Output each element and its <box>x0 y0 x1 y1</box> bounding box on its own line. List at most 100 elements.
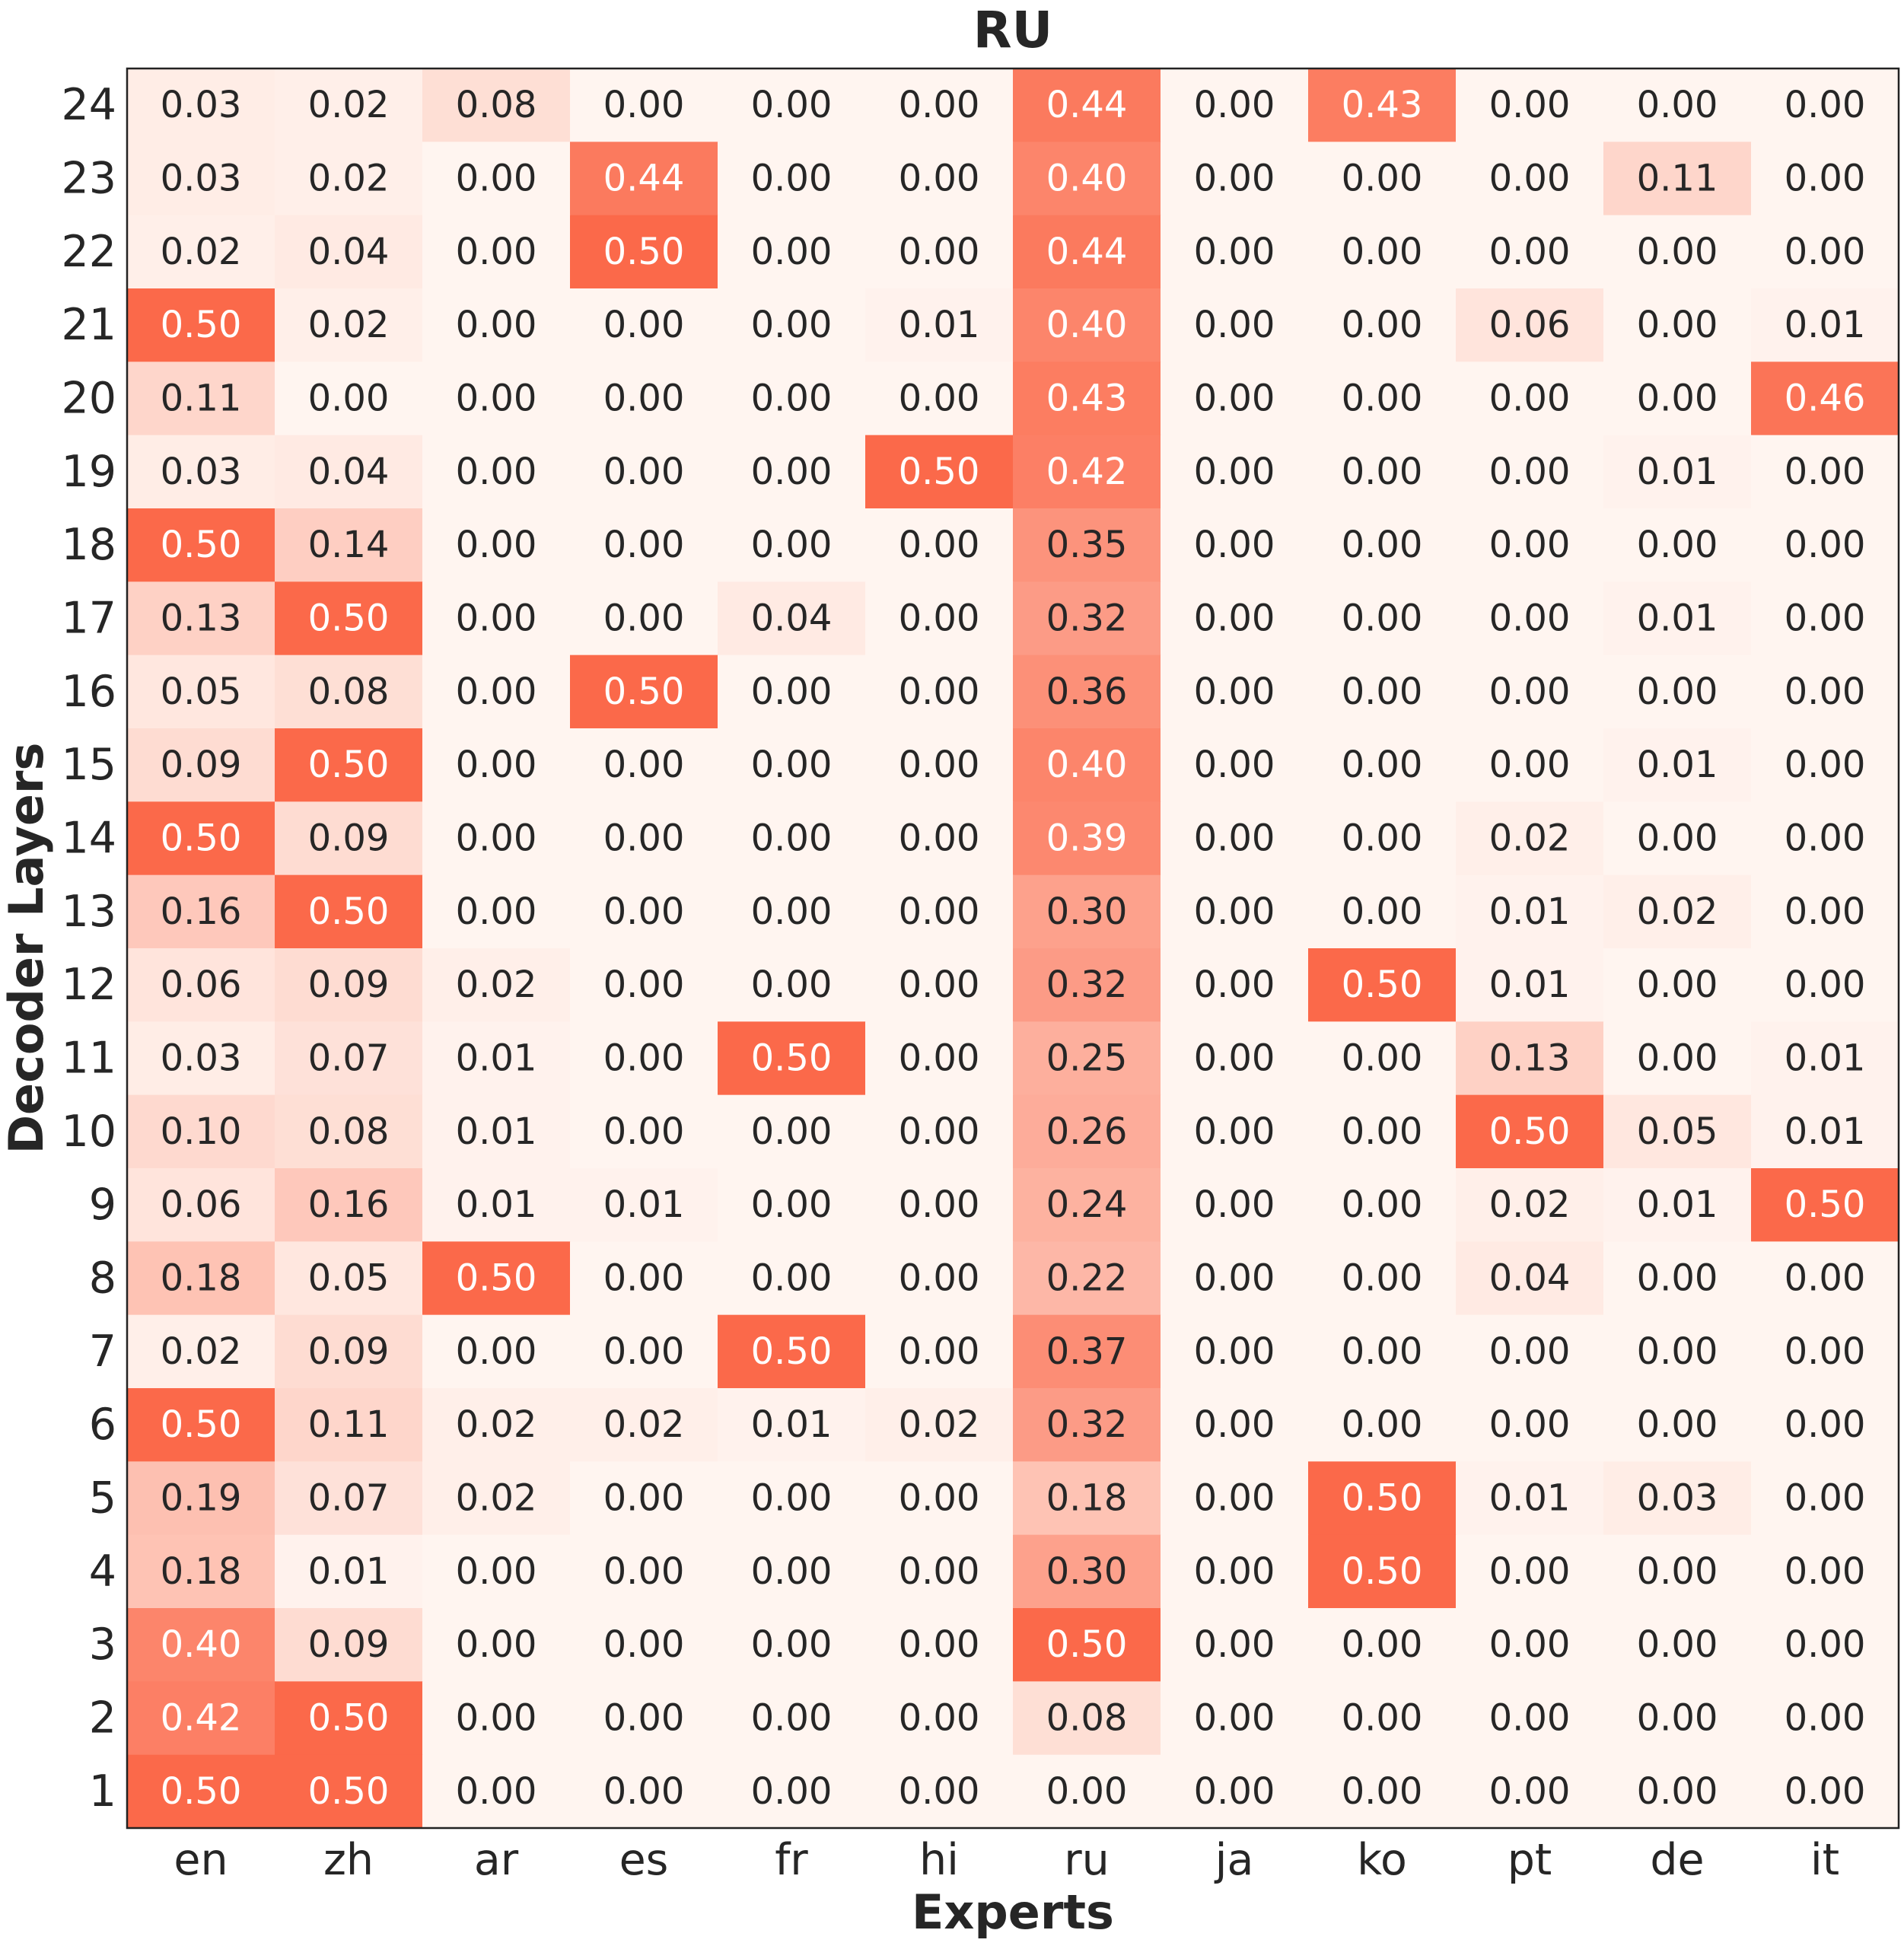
heatmap-cell-label: 0.01 <box>899 304 980 346</box>
y-tick-label-10: 10 <box>61 1107 116 1157</box>
heatmap-cell-14-ko <box>1308 801 1457 876</box>
heatmap-cell-18-ko <box>1308 508 1457 582</box>
heatmap-cell-2-ja <box>1161 1681 1309 1756</box>
heatmap-cell-label: 0.00 <box>899 817 980 860</box>
heatmap-cell-6-zh <box>275 1388 423 1462</box>
heatmap-cell-label: 0.50 <box>161 304 242 346</box>
heatmap-cell-label: 0.05 <box>308 1257 390 1300</box>
heatmap-cell-label: 0.36 <box>1046 670 1128 713</box>
heatmap-cell-label: 0.00 <box>1637 377 1718 420</box>
y-tick-label-21: 21 <box>61 300 116 350</box>
heatmap-cell-19-it <box>1751 435 1899 509</box>
heatmap-cell-label: 0.00 <box>603 1110 685 1153</box>
heatmap-cell-label: 0.00 <box>456 1770 537 1813</box>
heatmap-cell-label: 0.00 <box>603 963 685 1006</box>
heatmap-cell-label: 0.00 <box>603 377 685 420</box>
heatmap-cell-12-de <box>1603 948 1752 1022</box>
heatmap-cell-label: 0.02 <box>308 158 390 200</box>
heatmap-cell-5-ru <box>1013 1461 1161 1536</box>
heatmap-cell-label: 0.00 <box>899 1697 980 1740</box>
heatmap-cell-label: 0.00 <box>456 377 537 420</box>
heatmap-cell-23-ko <box>1308 142 1457 216</box>
heatmap-cell-label: 0.50 <box>1342 963 1423 1006</box>
heatmap-cell-15-de <box>1603 728 1752 802</box>
heatmap-cell-20-en <box>127 361 275 436</box>
heatmap-cell-label: 0.00 <box>751 158 833 200</box>
y-tick-label-24: 24 <box>61 80 116 130</box>
heatmap-cell-label: 0.02 <box>1637 890 1718 933</box>
heatmap-cell-label: 0.00 <box>1637 1257 1718 1300</box>
heatmap-cell-17-pt <box>1456 581 1604 656</box>
heatmap-cell-23-it <box>1751 142 1899 216</box>
heatmap-cell-20-ar <box>422 361 571 436</box>
heatmap-cell-label: 0.00 <box>751 231 833 273</box>
heatmap-cell-16-zh <box>275 655 423 729</box>
heatmap-cell-2-pt <box>1456 1681 1604 1756</box>
heatmap-cell-label: 0.00 <box>603 1037 685 1080</box>
heatmap-cell-label: 0.00 <box>1342 1110 1423 1153</box>
heatmap-cell-13-fr <box>718 874 866 949</box>
heatmap-cell-label: 0.50 <box>603 231 685 273</box>
heatmap-cell-label: 0.40 <box>1046 744 1128 786</box>
heatmap-cell-label: 0.00 <box>1194 1550 1275 1593</box>
heatmap-cell-label: 0.00 <box>1637 231 1718 273</box>
heatmap-cell-13-it <box>1751 874 1899 949</box>
heatmap-cell-2-ar <box>422 1681 571 1756</box>
heatmap-cell-22-es <box>570 215 718 289</box>
heatmap-cell-label: 0.46 <box>1785 377 1866 420</box>
heatmap-cell-label: 0.00 <box>1342 304 1423 346</box>
heatmap-cell-label: 0.00 <box>899 1550 980 1593</box>
heatmap-cell-16-ar <box>422 655 571 729</box>
heatmap-cell-24-hi <box>865 68 1014 142</box>
heatmap-cell-label: 0.00 <box>899 963 980 1006</box>
heatmap-cell-5-es <box>570 1461 718 1536</box>
heatmap-cell-20-zh <box>275 361 423 436</box>
heatmap-cell-4-es <box>570 1534 718 1609</box>
heatmap-cell-label: 0.03 <box>161 451 242 493</box>
heatmap-cell-1-zh <box>275 1754 423 1829</box>
heatmap-cell-3-ja <box>1161 1608 1309 1682</box>
heatmap-cell-19-zh <box>275 435 423 509</box>
heatmap-cell-label: 0.06 <box>161 1183 242 1226</box>
heatmap-cell-label: 0.00 <box>456 744 537 786</box>
heatmap-cell-4-ru <box>1013 1534 1161 1609</box>
heatmap-cell-label: 0.00 <box>899 1110 980 1153</box>
heatmap-cell-14-en <box>127 801 275 876</box>
heatmap-cell-4-ko <box>1308 1534 1457 1609</box>
heatmap-cell-label: 0.00 <box>1637 817 1718 860</box>
heatmap-cell-22-en <box>127 215 275 289</box>
heatmap-cell-label: 0.00 <box>1194 1623 1275 1666</box>
heatmap-cell-23-ar <box>422 142 571 216</box>
heatmap-cell-5-en <box>127 1461 275 1536</box>
heatmap-cell-label: 0.00 <box>1342 1623 1423 1666</box>
heatmap-cell-13-ko <box>1308 874 1457 949</box>
heatmap-cell-17-ru <box>1013 581 1161 656</box>
heatmap-cell-label: 0.00 <box>899 1257 980 1300</box>
heatmap-cell-14-ar <box>422 801 571 876</box>
heatmap-cell-9-pt <box>1456 1168 1604 1242</box>
heatmap-cell-20-de <box>1603 361 1752 436</box>
heatmap-cell-13-ar <box>422 874 571 949</box>
heatmap-cell-20-ja <box>1161 361 1309 436</box>
heatmap-cell-label: 0.01 <box>1637 1183 1718 1226</box>
heatmap-cell-5-pt <box>1456 1461 1604 1536</box>
heatmap-cell-label: 0.08 <box>1046 1697 1128 1740</box>
heatmap-cell-label: 0.13 <box>1489 1037 1571 1080</box>
heatmap-cell-14-zh <box>275 801 423 876</box>
heatmap-cell-label: 0.00 <box>603 597 685 640</box>
heatmap-cell-12-ar <box>422 948 571 1022</box>
heatmap-cell-5-de <box>1603 1461 1752 1536</box>
heatmap-cell-label: 0.40 <box>1046 158 1128 200</box>
heatmap-cell-24-ru <box>1013 68 1161 142</box>
heatmap-cell-6-fr <box>718 1388 866 1462</box>
heatmap-cell-3-de <box>1603 1608 1752 1682</box>
heatmap-cell-19-pt <box>1456 435 1604 509</box>
heatmap-cell-21-fr <box>718 288 866 362</box>
heatmap-cell-label: 0.03 <box>161 84 242 126</box>
heatmap-cell-14-it <box>1751 801 1899 876</box>
heatmap-cell-10-es <box>570 1094 718 1169</box>
heatmap-cell-18-es <box>570 508 718 582</box>
heatmap-cell-4-pt <box>1456 1534 1604 1609</box>
heatmap-cell-9-zh <box>275 1168 423 1242</box>
heatmap-cell-label: 0.00 <box>751 524 833 566</box>
